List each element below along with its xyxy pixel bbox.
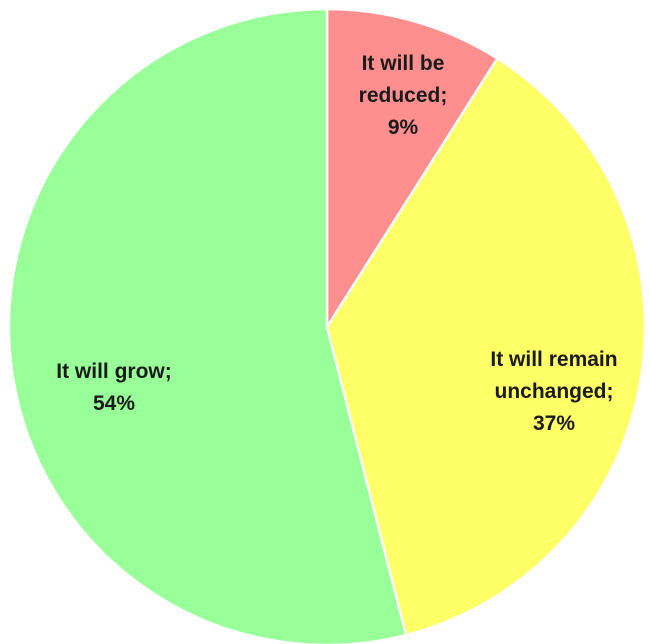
slice-label-line: 9% xyxy=(388,116,419,139)
slice-label-line: It will remain xyxy=(490,348,617,371)
pie-slices xyxy=(7,7,647,644)
slice-label-2: It will remain unchanged; 37% xyxy=(490,348,617,435)
slice-label-line: It will grow; xyxy=(56,360,172,383)
pie-slice-3 xyxy=(7,7,408,644)
slice-label-1: It will be reduced; 9% xyxy=(359,52,448,139)
pie-slice-1 xyxy=(325,7,500,332)
pie-slice-2 xyxy=(325,56,647,637)
slice-labels: It will be reduced; 9% It will remain unchan… xyxy=(56,52,617,435)
slice-label-line: unchanged; xyxy=(495,380,614,403)
slice-label-line: It will be xyxy=(362,52,445,75)
slice-label-line: 37% xyxy=(533,412,575,435)
slice-label-line: reduced; xyxy=(359,84,448,107)
slice-label-3: It will grow; 54% xyxy=(56,360,172,415)
slice-label-line: 54% xyxy=(93,392,135,415)
